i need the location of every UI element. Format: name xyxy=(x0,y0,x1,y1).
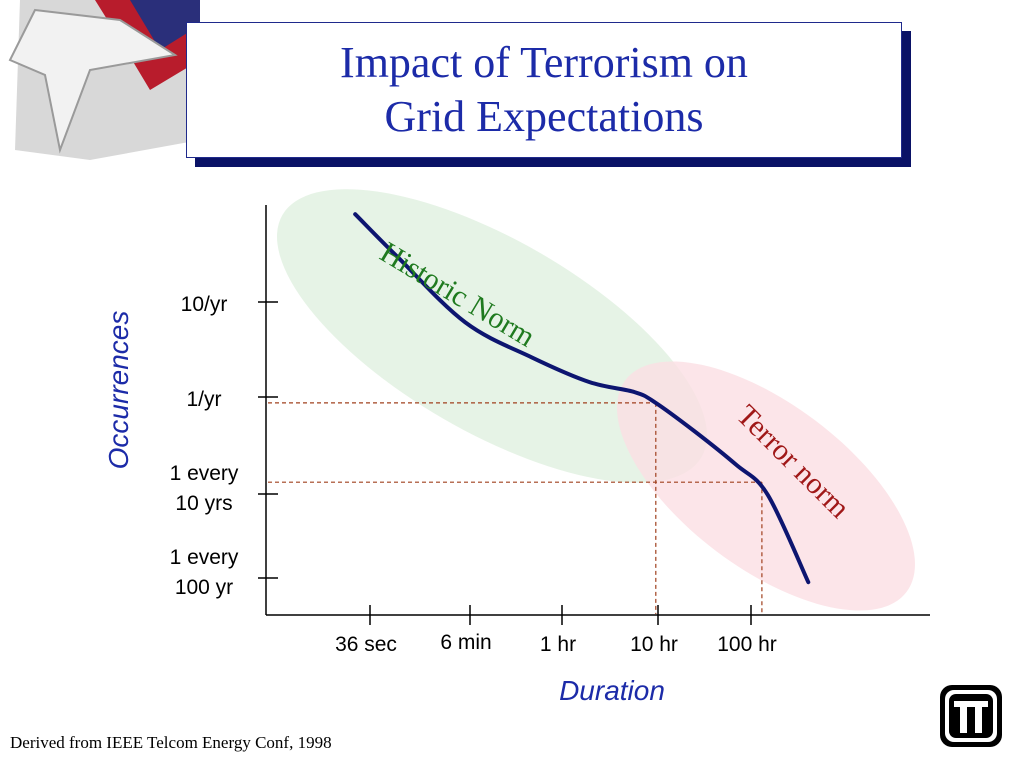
x-tick-label: 10 hr xyxy=(630,633,678,656)
source-note: Derived from IEEE Telcom Energy Conf, 19… xyxy=(10,733,332,752)
title-box: Impact of Terrorism on Grid Expectations xyxy=(186,22,902,158)
x-tick-label: 1 hr xyxy=(540,633,576,656)
terror-norm-region xyxy=(617,361,915,611)
x-tick-label: 36 sec xyxy=(335,633,397,656)
y-axis-title: Occurrences xyxy=(103,311,134,470)
y-tick-label: 1 every xyxy=(170,462,239,485)
title-line-2: Grid Expectations xyxy=(384,92,704,141)
y-tick-label: 1/yr xyxy=(186,388,221,411)
y-tick-label: 10/yr xyxy=(181,293,228,316)
lab-logo xyxy=(940,685,1002,747)
logo-star-graphic xyxy=(8,0,200,160)
y-tick-label: 10 yrs xyxy=(175,492,232,515)
x-tick-label: 6 min xyxy=(440,631,491,654)
curve-line xyxy=(353,212,811,585)
guide-lines xyxy=(268,402,763,614)
y-tick-label: 100 yr xyxy=(175,576,233,599)
x-axis-title: Duration xyxy=(559,675,665,706)
title-line-1: Impact of Terrorism on xyxy=(340,38,748,87)
x-tick-label: 100 hr xyxy=(717,633,777,656)
y-tick-label: 1 every xyxy=(170,546,239,569)
historic-norm-region xyxy=(276,189,708,483)
